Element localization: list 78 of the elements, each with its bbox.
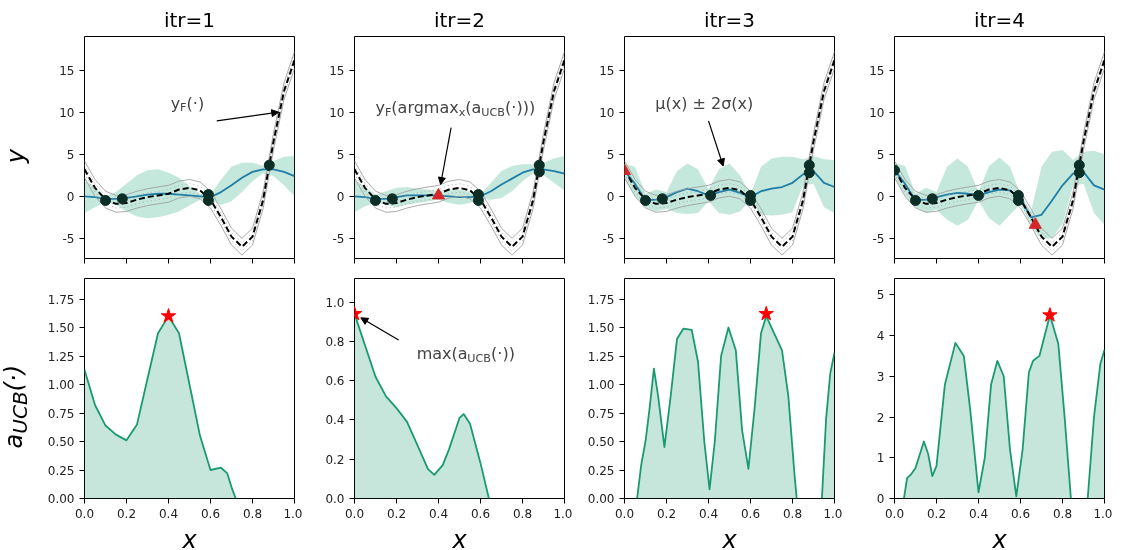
x-tick-label: 0.6 — [1010, 506, 1031, 521]
y-tick-label: 15 — [869, 63, 885, 78]
y-tick-label: 2 — [876, 410, 885, 425]
x-tick-label: 0.4 — [968, 506, 989, 521]
x-tick-label: 0.6 — [200, 506, 221, 521]
x-tick-label: 0.8 — [512, 506, 533, 521]
annotation: μ(x) ± 2σ(x) — [655, 93, 754, 113]
y-tick-label: 1.0 — [325, 295, 345, 310]
y-tick-label: 1.00 — [587, 378, 615, 393]
y-tick-label: 0.50 — [47, 435, 75, 450]
y-tick-label: 1.50 — [47, 321, 75, 336]
y-tick-label: 0.2 — [325, 452, 345, 467]
chart-title: itr=3 — [703, 7, 756, 32]
y-tick-label: 0.25 — [587, 463, 615, 478]
y-tick-label: 0.0 — [325, 492, 345, 506]
y-tick-label: 10 — [59, 105, 75, 120]
y-tick-label: 1.50 — [587, 321, 615, 336]
x-tick-label: 0.2 — [656, 506, 677, 521]
y-tick-label: 1.25 — [587, 349, 615, 364]
x-tick-label: 0.4 — [158, 506, 179, 521]
y-tick-label: 1 — [876, 451, 885, 466]
x-axis-title: x — [451, 525, 468, 550]
x-axis-title: x — [181, 525, 198, 550]
y-axis-title: y — [0, 148, 31, 164]
y-tick-label: 0.00 — [587, 492, 615, 506]
y-tick-label: 15 — [329, 63, 345, 78]
y-tick-label: 10 — [329, 105, 345, 120]
x-tick-label: 1.0 — [823, 506, 843, 521]
y-tick-label: 15 — [599, 63, 615, 78]
x-tick-label: 0.2 — [116, 506, 137, 521]
x-tick-label: 0.4 — [698, 506, 719, 521]
y-tick-label: 10 — [869, 105, 885, 120]
y-tick-label: 0.4 — [325, 413, 345, 428]
x-tick-label: 0.8 — [1052, 506, 1073, 521]
x-tick-label: 1.0 — [553, 506, 573, 521]
y-tick-label: -5 — [602, 231, 615, 246]
y-tick-label: -5 — [332, 231, 345, 246]
y-tick-label: 0 — [66, 189, 75, 204]
y-tick-label: 5 — [606, 147, 615, 162]
x-tick-label: 0.2 — [386, 506, 407, 521]
y-tick-label: 0.75 — [587, 406, 615, 421]
y-tick-label: 0 — [336, 189, 345, 204]
y-tick-label: 5 — [876, 147, 885, 162]
y-tick-label: 1.00 — [47, 378, 75, 393]
y-tick-label: 0.25 — [47, 463, 75, 478]
x-axis-title: x — [991, 525, 1008, 550]
y-tick-label: 5 — [66, 147, 75, 162]
y-tick-label: -5 — [872, 231, 885, 246]
y-tick-label: 0.50 — [587, 435, 615, 450]
chart-title: itr=2 — [433, 7, 486, 32]
y-tick-label: 0 — [876, 492, 885, 506]
y-tick-label: 0.00 — [47, 492, 75, 506]
y-tick-label: 0.6 — [325, 374, 345, 389]
x-tick-label: 0.8 — [782, 506, 803, 521]
y-tick-label: 4 — [876, 329, 885, 344]
y-tick-label: 0 — [876, 189, 885, 204]
x-tick-label: 1.0 — [1093, 506, 1113, 521]
y-tick-label: 15 — [59, 63, 75, 78]
x-tick-label: 0.6 — [470, 506, 491, 521]
y-tick-label: 1.75 — [587, 292, 615, 307]
x-tick-label: 0.6 — [740, 506, 761, 521]
chart-title: itr=1 — [163, 7, 216, 32]
y-tick-label: 10 — [599, 105, 615, 120]
chart-title: itr=4 — [973, 7, 1026, 32]
x-tick-label: 0.2 — [926, 506, 947, 521]
y-tick-label: 3 — [876, 369, 885, 384]
x-tick-label: 0.8 — [242, 506, 263, 521]
x-tick-label: 1.0 — [283, 506, 303, 521]
y-tick-label: 5 — [336, 147, 345, 162]
y-tick-label: 0.8 — [325, 334, 345, 349]
y-tick-label: -5 — [62, 231, 75, 246]
y-tick-label: 1.75 — [47, 292, 75, 307]
y-tick-label: 0 — [606, 189, 615, 204]
y-tick-label: 0.75 — [47, 406, 75, 421]
x-axis-title: x — [721, 525, 738, 550]
x-tick-label: 0.4 — [428, 506, 449, 521]
y-tick-label: 1.25 — [47, 349, 75, 364]
y-tick-label: 5 — [876, 288, 885, 303]
